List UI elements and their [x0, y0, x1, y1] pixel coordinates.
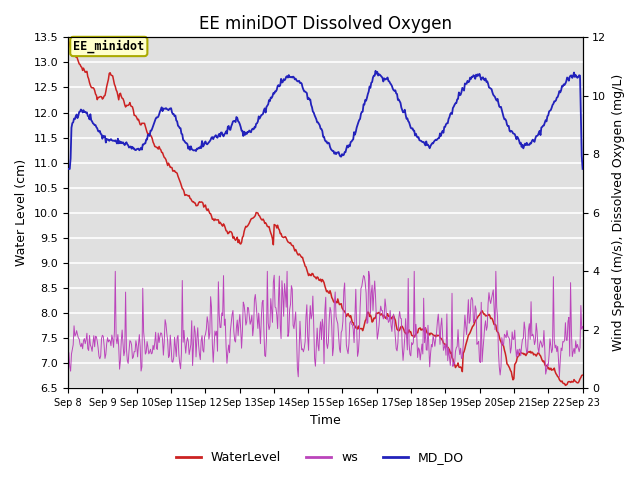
- X-axis label: Time: Time: [310, 414, 340, 427]
- Y-axis label: Water Level (cm): Water Level (cm): [15, 159, 28, 266]
- Text: EE_minidot: EE_minidot: [73, 40, 145, 53]
- Legend: WaterLevel, ws, MD_DO: WaterLevel, ws, MD_DO: [171, 446, 469, 469]
- Title: EE miniDOT Dissolved Oxygen: EE miniDOT Dissolved Oxygen: [199, 15, 452, 33]
- Y-axis label: Wind Speed (m/s), Dissolved Oxygen (mg/L): Wind Speed (m/s), Dissolved Oxygen (mg/L…: [612, 74, 625, 351]
